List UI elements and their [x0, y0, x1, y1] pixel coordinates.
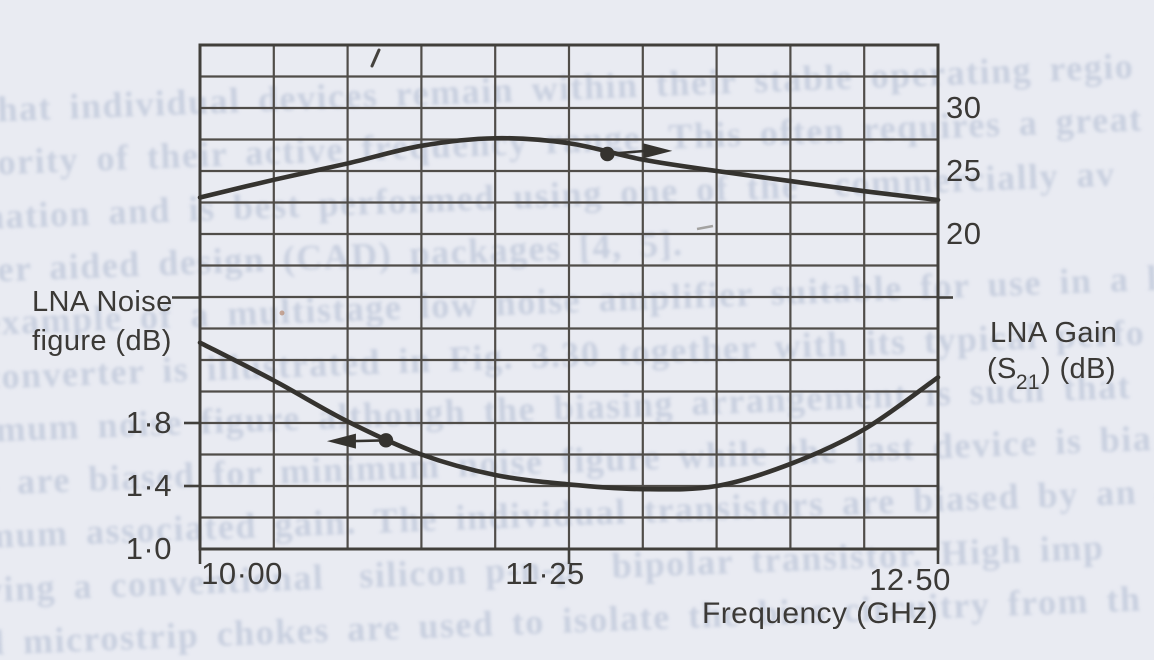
noise-marker-dot — [378, 433, 394, 448]
noise-curve — [197, 340, 941, 492]
right-arrow-icon — [643, 143, 673, 159]
scan-artifact-smudge — [696, 224, 714, 231]
scan-artifact-speck — [279, 310, 285, 316]
left-arrow-icon — [326, 433, 356, 449]
gain-curve — [197, 135, 941, 203]
scan-artifact-mark — [370, 48, 381, 68]
gain-marker-dot — [600, 146, 615, 162]
